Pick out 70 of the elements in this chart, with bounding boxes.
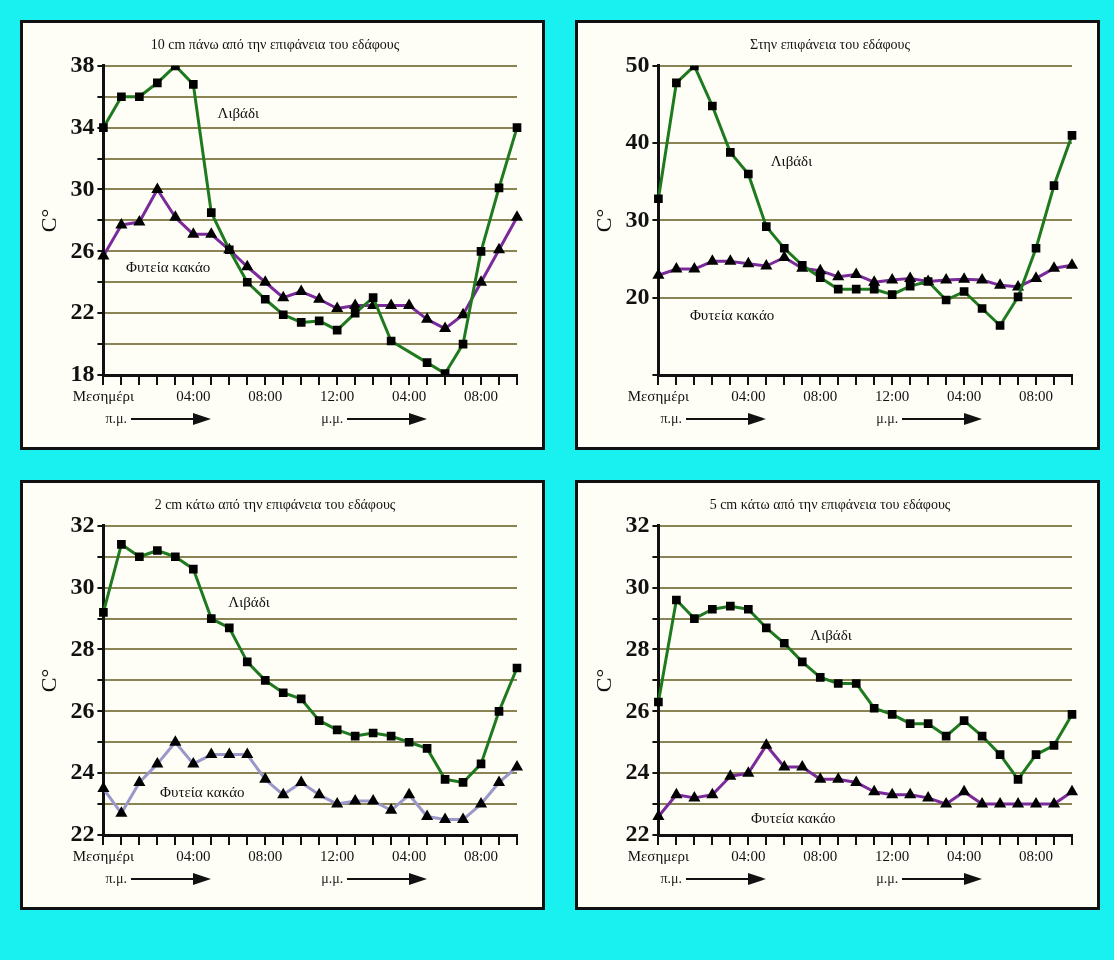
y-tick-label: 32 (70, 511, 95, 537)
x-tick-label: Μεσημέρι (72, 387, 135, 404)
series-label: Φυτεία κακάο (160, 784, 245, 801)
y-tick-label: 30 (625, 205, 650, 232)
x-tick-label: 12:00 (875, 847, 910, 864)
y-tick-label: 22 (70, 820, 95, 847)
x-tick-label: 08:00 (1018, 387, 1054, 404)
x-tick-label: 04:00 (392, 387, 427, 404)
series-label: Λιβάδι (217, 104, 260, 121)
y-tick-label: 20 (625, 282, 650, 309)
y-axis-title: C° (35, 668, 61, 693)
y-axis-title: C° (590, 208, 616, 233)
y-axis-title: C° (35, 208, 61, 233)
text: μ.μ. (321, 871, 344, 887)
text: π.μ. (660, 411, 682, 427)
y-tick-label: 26 (70, 696, 95, 723)
y-tick-label: 40 (625, 128, 650, 155)
x-tick-label: 04:00 (731, 387, 766, 404)
text: Φυτεία κακάο (689, 307, 775, 324)
y-tick-label: 38 (70, 51, 95, 77)
text: μ.μ. (876, 411, 899, 427)
text: π.μ. (660, 871, 682, 887)
x-tick-label: 04:00 (731, 847, 766, 864)
y-tick-label: 28 (70, 634, 95, 661)
x-tick-label: 04:00 (176, 847, 211, 864)
y-tick-label: 32 (625, 511, 650, 537)
x-tick-label: 12:00 (875, 387, 910, 404)
chart-title: 10 cm πάνω από την επιφάνεια του εδάφους (150, 37, 400, 53)
x-tick-label: 08:00 (463, 847, 499, 864)
x-tick-label: 08:00 (248, 847, 283, 864)
y-tick-label: 24 (70, 758, 95, 785)
y-tick-label: 18 (70, 360, 95, 387)
text: π.μ. (105, 871, 127, 887)
y-tick-label: 22 (70, 298, 95, 325)
y-tick-label: 30 (70, 572, 95, 599)
chart-title: Στην επιφάνεια του εδάφους (749, 37, 911, 53)
series-label: Φυτεία κακάο (125, 259, 211, 276)
x-tick-label: 08:00 (803, 387, 838, 404)
y-tick-label: 26 (625, 696, 650, 723)
x-tick-label: 04:00 (392, 847, 427, 864)
x-tick-label: 04:00 (947, 387, 982, 404)
chart-title: 5 cm κάτω από την επιφάνεια του εδάφους (709, 497, 951, 513)
y-tick-label: 26 (70, 236, 95, 263)
y-axis-title: C° (590, 668, 616, 693)
x-tick-label: Μεσημερι (627, 847, 690, 864)
y-tick-label: 50 (625, 51, 650, 77)
series-label: Λιβάδι (810, 626, 852, 643)
x-tick-label: 12:00 (320, 387, 355, 404)
x-tick-label: 08:00 (803, 847, 838, 864)
x-tick-label: Μεσημέρι (72, 847, 135, 864)
y-tick-label: 28 (625, 634, 650, 661)
y-tick-label: 30 (70, 174, 95, 201)
series-label: Λιβάδι (228, 594, 270, 611)
text: π.μ. (105, 411, 127, 427)
y-tick-label: 34 (70, 112, 95, 139)
x-tick-label: 08:00 (248, 387, 283, 404)
series-label: Φυτεία κακάο (751, 810, 836, 827)
chart-title: 2 cm κάτω από την επιφάνεια του εδάφους (154, 497, 396, 513)
y-tick-label: 24 (625, 758, 650, 785)
x-tick-label: 12:00 (320, 847, 355, 864)
y-tick-label: 30 (625, 572, 650, 599)
x-tick-label: 04:00 (947, 847, 982, 864)
text: μ.μ. (321, 411, 344, 427)
x-tick-label: Μεσημέρι (627, 387, 690, 404)
text: μ.μ. (876, 871, 899, 887)
x-tick-label: 04:00 (176, 387, 211, 404)
y-tick-label: 22 (625, 820, 650, 847)
x-tick-label: 08:00 (463, 387, 499, 404)
series-label: Λιβάδι (770, 152, 813, 169)
x-tick-label: 08:00 (1018, 847, 1054, 864)
